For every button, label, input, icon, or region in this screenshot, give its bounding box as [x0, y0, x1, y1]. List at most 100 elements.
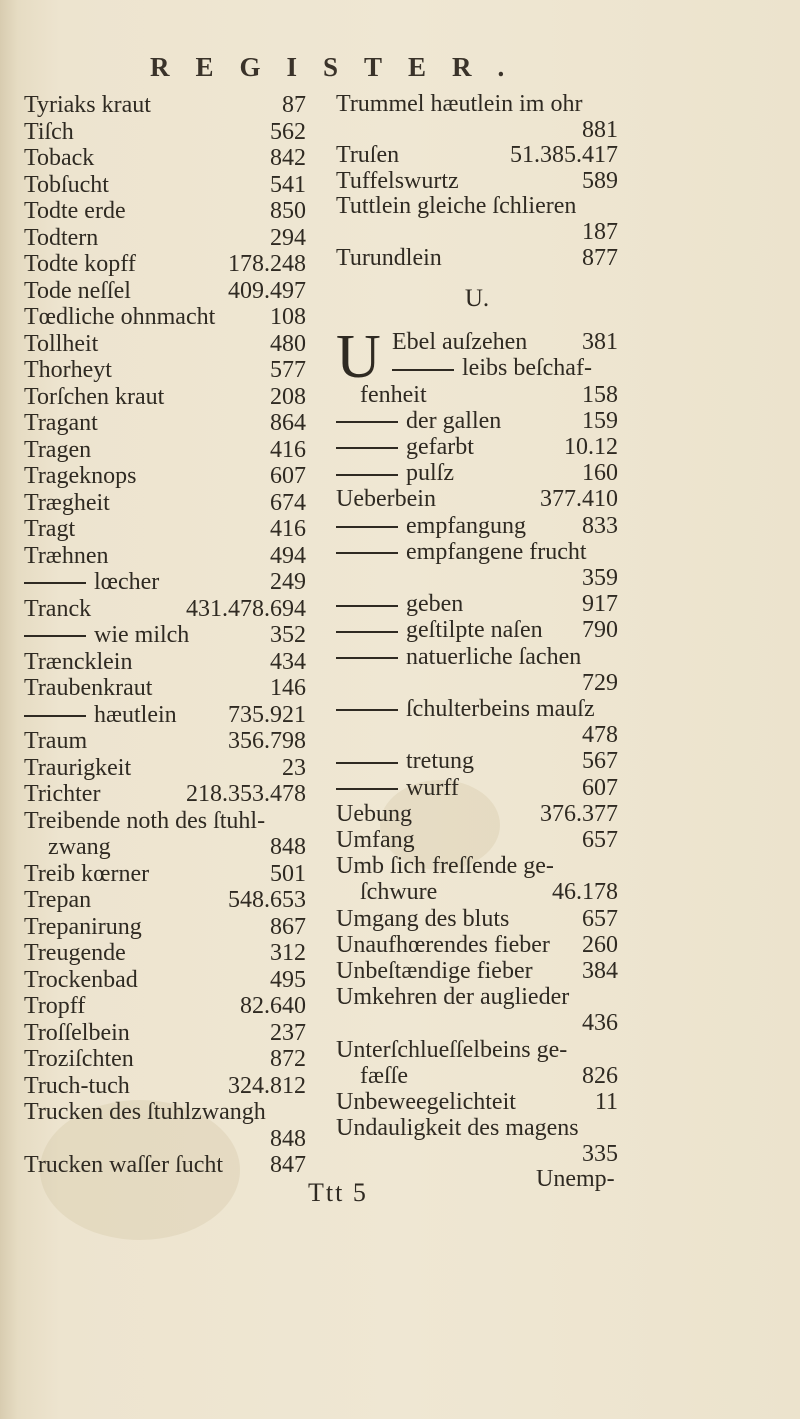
page-number: 409.497 [228, 277, 306, 304]
entry-term-text: geſtilpte naſen [406, 617, 543, 644]
page-number: 160 [582, 460, 618, 487]
ditto-dash [336, 473, 398, 476]
entry-term-text: Todte kopff [24, 251, 136, 277]
entry-term-text: natuerliche ſachen [406, 643, 582, 670]
page-number: 541 [270, 171, 306, 198]
page-number: 577 [270, 357, 306, 383]
entry-term-text: wurff [406, 774, 459, 801]
entry-term-text: ſchwure [360, 879, 438, 906]
index-entry: Umgang des bluts 657 [336, 906, 618, 932]
entry-term: Tranck [24, 596, 91, 623]
index-entry: zwang 848 [24, 834, 306, 861]
index-entry: Torſchen kraut 208 [24, 384, 306, 411]
index-entry: Unbeweegelichteit 11 [336, 1089, 618, 1115]
page-number: 158 [582, 381, 618, 408]
index-entry: Tropff 82.640 [24, 993, 306, 1020]
entry-term-text: Tyriaks kraut [24, 92, 151, 118]
page-number: 87 [282, 92, 306, 118]
entry-term-text: Traurigkeit [24, 754, 132, 781]
index-entry: Todtern 294 [24, 225, 306, 252]
entry-term-text: Unbeſtændige fieber [336, 958, 533, 985]
entry-term-text: zwang [48, 834, 111, 860]
index-entry: Toback 842 [24, 145, 306, 172]
page-number: 237 [270, 1019, 306, 1046]
entry-term-text: Tragen [24, 436, 92, 463]
page-number: 431.478.694 [186, 595, 306, 622]
entry-term: Uebung [336, 801, 412, 827]
index-entry: ſchwure 46.178 [336, 879, 618, 905]
page-number: 847 [270, 1152, 306, 1178]
entry-term: wurff [336, 775, 459, 801]
entry-term-text: Tobſucht [24, 171, 109, 198]
entry-term-text: ſchulterbeins mauſz [406, 696, 595, 722]
entry-term-text: Trucken des ſtuhlzwangh [24, 1099, 266, 1125]
entry-term: Todte erde [24, 198, 126, 225]
page-number: 416 [270, 516, 306, 542]
index-entry: Tranck 431.478.694 [24, 596, 306, 623]
entry-term: Umgang des bluts [336, 906, 509, 932]
page-number: 82.640 [240, 993, 306, 1019]
entry-term-text: leibs beſchaf- [462, 355, 592, 382]
entry-term: Treibende noth des ſtuhl- [24, 808, 265, 835]
entry-term-text: Unterſchlueſſelbeins ge- [336, 1036, 568, 1063]
index-entry: fenheit 158 [336, 382, 618, 408]
index-entry: empfangene frucht [336, 539, 618, 565]
index-entry: lœcher 249 [24, 569, 306, 596]
entry-term: Trucken waſſer ſucht [24, 1152, 223, 1179]
index-entry: der gallen 159 [336, 408, 618, 434]
index-entry: Tragant 864 [24, 410, 306, 437]
entry-term: Torſchen kraut [24, 384, 164, 411]
index-entry: 335 [336, 1141, 618, 1167]
ditto-dash [336, 630, 398, 633]
index-entry: Treib kœrner 501 [24, 861, 306, 888]
entry-term: Tollheit [24, 331, 98, 358]
index-entry: Tuttlein gleiche ſchlieren [336, 194, 618, 220]
signature-mark: Ttt 5 [308, 1178, 368, 1207]
entry-term: zwang [24, 834, 111, 861]
entry-term-text: Tranck [24, 595, 92, 622]
ditto-dash [336, 604, 398, 607]
page-number: 864 [270, 410, 306, 436]
index-entry: Tiſch 562 [24, 119, 306, 146]
page-number: 848 [270, 834, 306, 860]
entry-term: fenheit [336, 382, 427, 408]
index-entry: gefarbt 10.12 [336, 434, 618, 460]
index-entry: Unterſchlueſſelbeins ge- [336, 1037, 618, 1063]
page-number: 178.248 [228, 251, 306, 277]
entry-term: Træncklein [24, 649, 132, 676]
right-column-top-entries: Trummel hæutlein im ohr 881 Truſen 51.385.4… [336, 91, 618, 272]
entry-term: geſtilpte naſen [336, 617, 543, 643]
index-entry: 359 [336, 565, 618, 591]
index-entry: leibs beſchaf- [336, 355, 618, 381]
entry-term: Trucken des ſtuhlzwangh [24, 1099, 266, 1126]
entry-term-text: Tuttlein gleiche ſchlieren [336, 193, 577, 220]
page-number: 501 [270, 860, 306, 887]
ditto-dash [336, 447, 398, 450]
page-number: 567 [582, 748, 618, 775]
page-number: 480 [270, 330, 306, 357]
index-entry: Unaufhœrendes fieber 260 [336, 932, 618, 958]
page-number: 872 [270, 1046, 306, 1072]
page-number: 208 [270, 383, 306, 410]
index-entry: Treugende 312 [24, 940, 306, 967]
entry-term: der gallen [336, 408, 501, 434]
index-entry: Todte erde 850 [24, 198, 306, 225]
page-number: 494 [270, 542, 306, 569]
index-entry: Tode neſſel 409.497 [24, 278, 306, 305]
index-entry: 729 [336, 670, 618, 696]
index-entry: geben 917 [336, 591, 618, 617]
entry-term: Tragt [24, 516, 75, 543]
entry-term: empfangene frucht [336, 539, 587, 565]
index-entry: ſchulterbeins mauſz [336, 696, 618, 722]
page-number: 833 [582, 512, 618, 539]
index-entry: Traum 356.798 [24, 728, 306, 755]
ditto-dash [24, 582, 86, 585]
entry-term: tretung [336, 748, 474, 774]
index-entry: Umkehren der auglieder [336, 984, 618, 1010]
entry-term: Truſen [336, 142, 399, 169]
entry-term: Traubenkraut [24, 675, 152, 702]
page-number: 324.812 [228, 1072, 306, 1099]
entry-term: Turundlein [336, 245, 442, 272]
page-number: 335 [582, 1141, 618, 1168]
entry-term-text: Tragt [24, 516, 76, 542]
